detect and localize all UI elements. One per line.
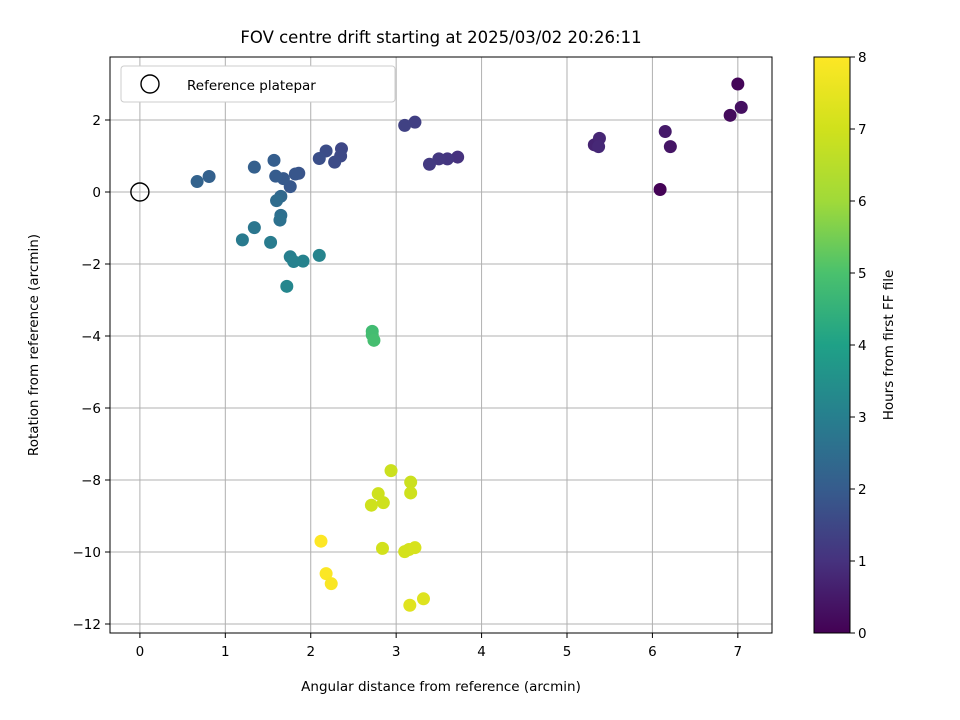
x-tick-label: 6 bbox=[648, 644, 657, 660]
colorbar-tick-label: 6 bbox=[858, 194, 867, 210]
colorbar-gradient bbox=[813, 56, 851, 634]
data-point bbox=[319, 567, 333, 581]
data-point bbox=[404, 475, 418, 489]
data-point bbox=[731, 77, 745, 91]
data-point bbox=[364, 498, 378, 512]
data-point bbox=[658, 125, 672, 139]
data-point bbox=[432, 152, 446, 166]
colorbar-ticks: 0 1 2 3 4 5 6 7 8 bbox=[850, 50, 867, 642]
colorbar-tick-label: 1 bbox=[858, 554, 867, 570]
chart-title: FOV centre drift starting at 2025/03/02 … bbox=[240, 28, 641, 47]
data-point bbox=[312, 152, 326, 166]
colorbar-label: Hours from first FF file bbox=[881, 270, 897, 421]
reference-marker-icon bbox=[140, 74, 160, 94]
x-tick-label: 1 bbox=[221, 644, 230, 660]
colorbar-tick-label: 4 bbox=[858, 338, 867, 354]
x-tick-label: 2 bbox=[306, 644, 315, 660]
x-axis-label: Angular distance from reference (arcmin) bbox=[301, 679, 581, 695]
data-point bbox=[314, 534, 328, 548]
data-point bbox=[267, 153, 281, 167]
data-point bbox=[247, 160, 261, 174]
y-tick-label: −10 bbox=[73, 545, 102, 561]
x-tick-label: 0 bbox=[136, 644, 145, 660]
data-point bbox=[408, 541, 422, 555]
y-tick-label: −6 bbox=[81, 401, 101, 417]
data-point bbox=[663, 140, 677, 154]
x-axis-ticks: 0 1 2 3 4 5 6 7 bbox=[136, 633, 743, 660]
y-tick-label: −8 bbox=[81, 473, 101, 489]
data-point bbox=[404, 486, 418, 500]
data-point bbox=[247, 221, 261, 235]
colorbar-tick-label: 5 bbox=[858, 266, 867, 282]
data-point bbox=[312, 248, 326, 262]
data-point bbox=[376, 496, 390, 510]
y-tick-label: 2 bbox=[92, 113, 101, 129]
data-point bbox=[422, 157, 436, 171]
legend-box bbox=[120, 65, 396, 103]
data-point bbox=[384, 464, 398, 478]
y-tick-label: −12 bbox=[73, 617, 102, 633]
y-tick-label: −2 bbox=[81, 257, 101, 273]
data-point bbox=[235, 233, 249, 247]
data-point bbox=[296, 254, 310, 268]
grid bbox=[110, 57, 772, 633]
colorbar-tick-label: 8 bbox=[858, 50, 867, 66]
data-point bbox=[723, 108, 737, 122]
y-tick-label: 0 bbox=[92, 185, 101, 201]
y-axis-ticks: −12 −10 −8 −6 −4 −2 0 2 bbox=[73, 113, 110, 633]
x-tick-label: 3 bbox=[392, 644, 401, 660]
reference-platepar-point bbox=[130, 182, 150, 202]
colorbar-tick-label: 0 bbox=[858, 626, 867, 642]
data-point bbox=[328, 155, 342, 169]
data-point bbox=[416, 592, 430, 606]
data-point bbox=[408, 115, 422, 129]
data-point bbox=[190, 175, 204, 189]
x-tick-label: 5 bbox=[563, 644, 572, 660]
data-point bbox=[287, 254, 301, 268]
data-point bbox=[202, 170, 216, 184]
x-tick-label: 4 bbox=[477, 644, 486, 660]
colorbar-tick-label: 3 bbox=[858, 410, 867, 426]
data-point bbox=[269, 169, 283, 183]
colorbar-tick-label: 2 bbox=[858, 482, 867, 498]
data-point bbox=[375, 541, 389, 555]
data-point bbox=[398, 118, 412, 132]
data-point bbox=[288, 167, 302, 181]
plot-frame bbox=[109, 56, 773, 634]
data-point bbox=[367, 333, 381, 347]
colorbar: 0 1 2 3 4 5 6 7 8 Hours from first FF file bbox=[813, 50, 897, 642]
data-point bbox=[324, 577, 338, 591]
colorbar-tick-label: 7 bbox=[858, 122, 867, 138]
data-points bbox=[130, 77, 748, 612]
data-point bbox=[273, 213, 287, 227]
y-axis-label: Rotation from reference (arcmin) bbox=[26, 234, 42, 456]
data-point bbox=[403, 598, 417, 612]
data-point bbox=[451, 150, 465, 164]
x-tick-label: 7 bbox=[734, 644, 743, 660]
data-point bbox=[270, 194, 284, 208]
data-point bbox=[264, 235, 278, 249]
data-point bbox=[592, 140, 606, 154]
legend-entry: Reference platepar bbox=[187, 78, 316, 94]
data-point bbox=[280, 279, 294, 293]
y-tick-label: −4 bbox=[81, 329, 101, 345]
data-point bbox=[653, 182, 667, 196]
data-point bbox=[734, 100, 748, 114]
legend: Reference platepar bbox=[120, 65, 396, 103]
